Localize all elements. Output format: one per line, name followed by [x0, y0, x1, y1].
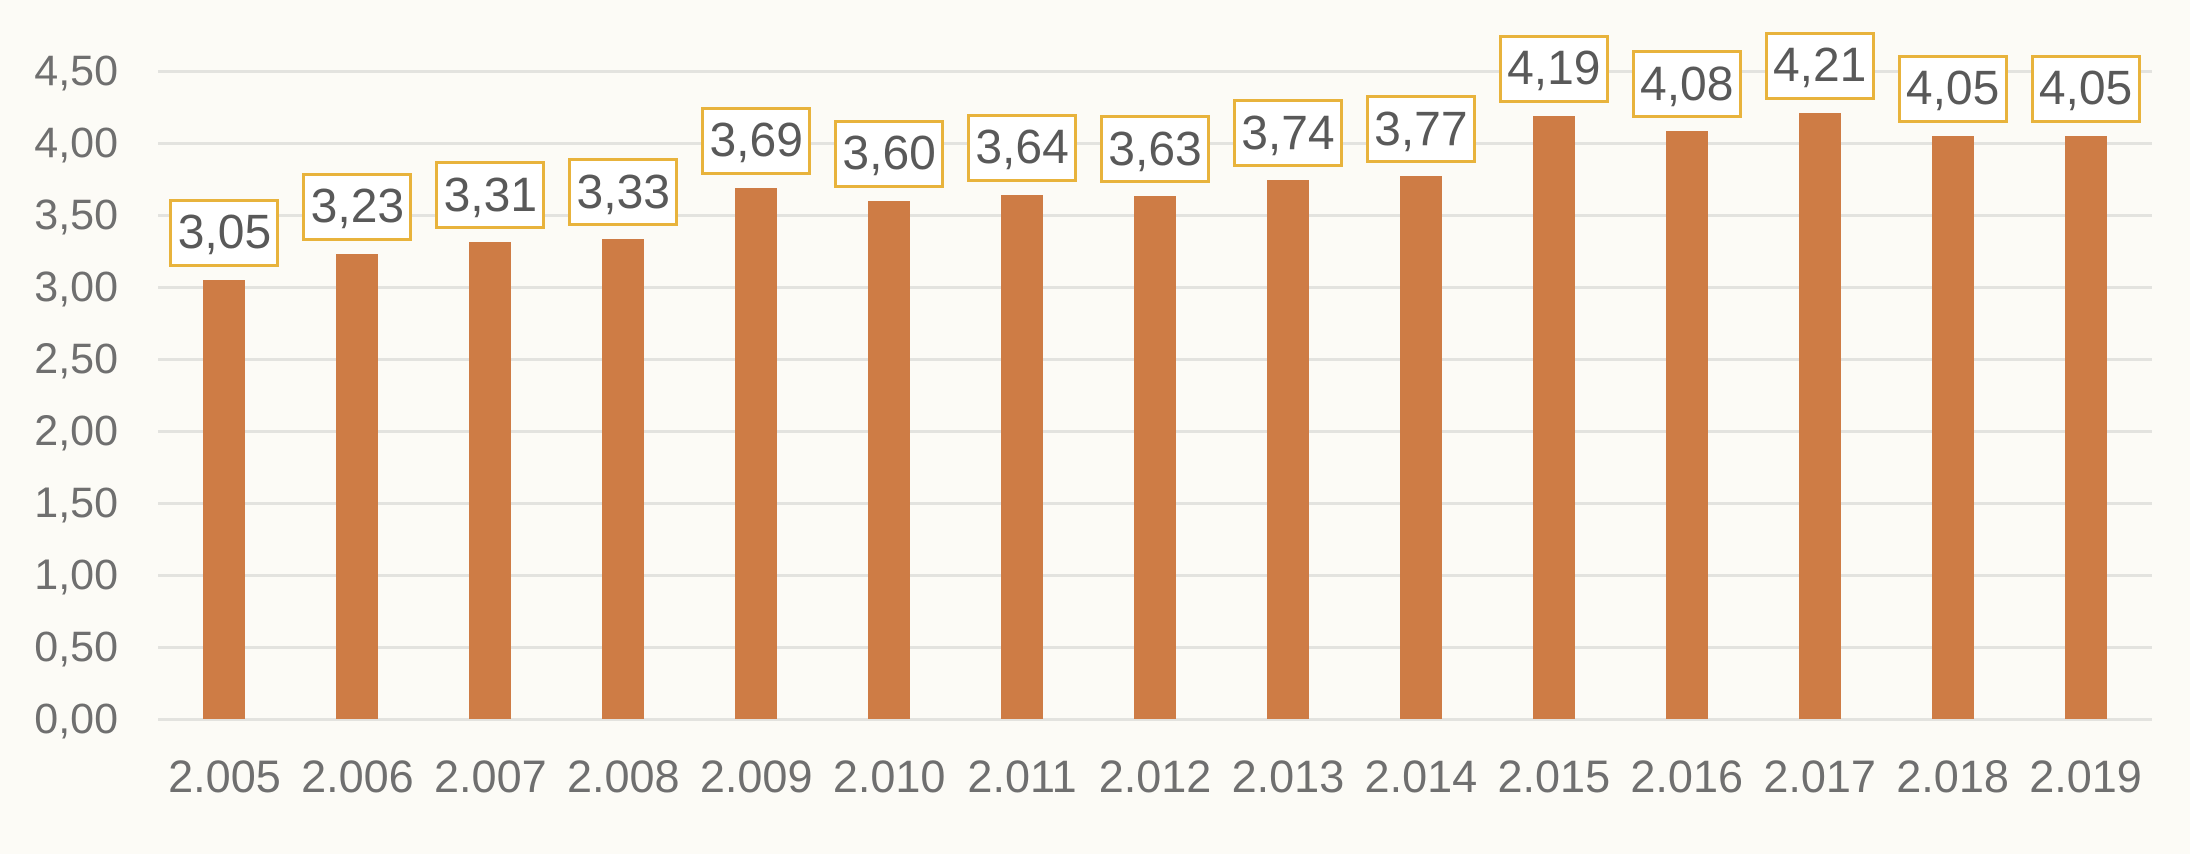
x-tick-label: 2.014 — [1364, 751, 1478, 802]
bar — [1001, 194, 1044, 719]
bar — [1798, 112, 1841, 719]
bar — [1532, 115, 1575, 719]
x-tick-label: 2.007 — [434, 751, 547, 802]
value-label: 3,33 — [568, 158, 679, 227]
value-label: 3,60 — [834, 119, 945, 188]
value-label: 3,74 — [1232, 99, 1343, 168]
y-tick-label: 4,00 — [34, 119, 118, 167]
value-label: 3,64 — [967, 113, 1078, 182]
gridline — [158, 70, 2152, 73]
y-tick-label: 3,00 — [34, 263, 118, 311]
x-tick-label: 2.008 — [566, 751, 680, 802]
bar — [1931, 135, 1974, 719]
bar — [1134, 196, 1176, 719]
bar — [868, 200, 911, 719]
bar — [469, 242, 512, 719]
bar — [336, 253, 379, 719]
value-label: 3,31 — [435, 161, 546, 230]
x-tick-label: 2.017 — [1763, 751, 1876, 802]
bar — [1399, 176, 1442, 719]
x-tick-label: 2.018 — [1896, 751, 2009, 802]
value-label: 3,69 — [701, 106, 812, 175]
y-tick-label: 0,00 — [34, 695, 118, 743]
gridline — [158, 718, 2152, 721]
value-label: 3,63 — [1100, 115, 1210, 184]
value-label: 4,08 — [1631, 50, 1742, 119]
x-tick-label: 2.016 — [1630, 751, 1744, 802]
y-tick-label: 1,50 — [34, 479, 118, 527]
y-tick-label: 2,50 — [34, 335, 118, 383]
value-label: 4,21 — [1764, 31, 1875, 100]
bar — [602, 239, 645, 719]
x-tick-label: 2.006 — [301, 751, 414, 802]
x-tick-label: 2.011 — [967, 751, 1077, 802]
x-tick-label: 2.010 — [832, 751, 946, 802]
y-tick-label: 0,50 — [34, 623, 118, 671]
bar — [2064, 135, 2107, 719]
x-tick-label: 2.005 — [168, 751, 281, 802]
y-tick-label: 3,50 — [34, 191, 118, 239]
bar — [1665, 131, 1708, 719]
value-label: 4,05 — [1897, 54, 2008, 123]
value-label: 4,19 — [1498, 34, 1609, 103]
x-tick-label: 2.009 — [699, 751, 813, 802]
bar — [735, 187, 778, 719]
value-label: 3,77 — [1365, 95, 1476, 164]
y-tick-label: 1,00 — [34, 551, 118, 599]
bar — [203, 279, 246, 719]
x-tick-label: 2.013 — [1231, 751, 1345, 802]
value-label: 3,23 — [302, 172, 413, 241]
x-tick-label: 2.012 — [1098, 751, 1212, 802]
value-label: 3,05 — [169, 198, 280, 267]
x-tick-label: 2.015 — [1497, 751, 1611, 802]
bar — [1266, 180, 1309, 719]
value-label: 4,05 — [2030, 54, 2141, 123]
y-tick-label: 4,50 — [34, 47, 118, 95]
x-tick-label: 2.019 — [2029, 751, 2142, 802]
y-tick-label: 2,00 — [34, 407, 118, 455]
